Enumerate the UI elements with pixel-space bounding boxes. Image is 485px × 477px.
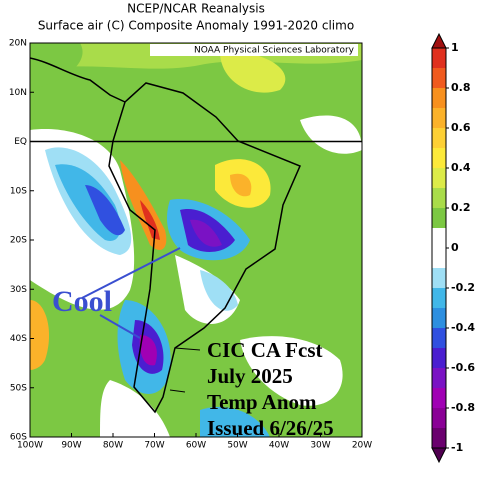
x-tick-label: 30W — [310, 441, 330, 451]
x-tick-label: 90W — [61, 441, 81, 451]
colorbar-segment — [432, 428, 446, 449]
y-tick-label: 20S — [10, 236, 27, 246]
colorbar-tick-label: 0 — [451, 241, 459, 254]
colorbar-segment — [432, 208, 446, 229]
annotation-pointer — [99, 314, 141, 339]
colorbar-tick-label: -0.8 — [451, 401, 475, 414]
colorbar-tick-label: 0.4 — [451, 161, 471, 174]
colorbar-tick-label: -1 — [451, 441, 463, 454]
title: NCEP/NCAR Reanalysis — [127, 2, 265, 16]
colorbar-tick-label: 1 — [451, 41, 459, 54]
colorbar-segment — [432, 228, 446, 249]
colorbar-segment — [432, 348, 446, 369]
forecast-line: CIC CA Fcst — [207, 338, 323, 362]
colorbar-segment — [432, 88, 446, 109]
colorbar-segment — [432, 288, 446, 309]
colorbar-segment — [432, 108, 446, 129]
colorbar-segment — [432, 68, 446, 89]
x-tick-label: 50W — [227, 441, 247, 451]
colorbar-segment — [432, 388, 446, 409]
y-tick-label: 10S — [10, 186, 27, 196]
x-tick-label: 80W — [103, 441, 123, 451]
forecast-line: Issued 6/26/25 — [207, 416, 334, 440]
colorbar-segment — [432, 128, 446, 149]
map-field — [30, 43, 362, 437]
annotation-pointer — [81, 247, 181, 299]
colorbar-tick-label: 0.2 — [451, 201, 471, 214]
colorbar-segment — [432, 268, 446, 289]
y-tick-label: 20N — [9, 39, 27, 49]
colorbar-under — [431, 447, 447, 464]
y-tick-label: 40S — [10, 334, 27, 344]
y-tick-label: 10N — [9, 88, 27, 98]
x-tick-label: 60W — [186, 441, 206, 451]
forecast-line: Temp Anom — [207, 390, 317, 414]
colorbar-segment — [432, 308, 446, 329]
colorbar-tick-label: -0.2 — [451, 281, 475, 294]
y-tick-label: EQ — [14, 137, 27, 147]
colorbar-over — [431, 32, 447, 49]
colorbar-segment — [432, 168, 446, 189]
x-tick-label: 20W — [352, 441, 372, 451]
colorbar-segment — [432, 148, 446, 169]
x-tick-label: 100W — [17, 441, 43, 451]
credit: NOAA Physical Sciences Laboratory — [194, 46, 355, 56]
forecast-line: July 2025 — [207, 364, 293, 388]
colorbar-segment — [432, 248, 446, 269]
colorbar-tick-label: -0.6 — [451, 361, 475, 374]
colorbar-tick-label: -0.4 — [451, 321, 475, 334]
colorbar-tick-label: 0.8 — [451, 81, 471, 94]
colorbar-segment — [432, 328, 446, 349]
colorbar-segment — [432, 48, 446, 69]
x-tick-label: 40W — [269, 441, 289, 451]
colorbar-segment — [432, 188, 446, 209]
colorbar-tick-label: 0.6 — [451, 121, 471, 134]
y-tick-label: 30S — [10, 285, 27, 295]
x-tick-label: 70W — [144, 441, 164, 451]
y-tick-label: 50S — [10, 383, 27, 393]
credit-box — [150, 44, 358, 56]
subtitle: Surface air (C) Composite Anomaly 1991-2… — [38, 19, 354, 33]
y-tick-label: 60S — [10, 433, 27, 443]
colorbar-segment — [432, 368, 446, 389]
colorbar-segment — [432, 408, 446, 429]
annotation: Cool — [52, 285, 112, 318]
